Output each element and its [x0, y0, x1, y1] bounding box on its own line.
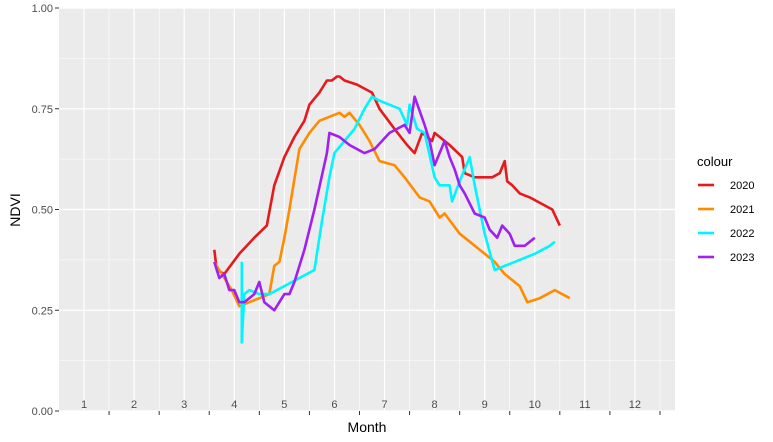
series-line-2022 [240, 95, 556, 344]
y-tick-label-1.00: 1.00 [32, 3, 53, 15]
legend-label-2022: 2022 [730, 228, 754, 240]
x-tick-label-10: 10 [529, 399, 541, 411]
x-axis-title: Month [348, 419, 387, 435]
x-tick-label-8: 8 [432, 399, 438, 411]
x-tick-label-4: 4 [231, 399, 237, 411]
legend: colour 2020 2021 2022 2023 [697, 154, 754, 266]
x-tick-label-11: 11 [579, 399, 590, 411]
legend-label-2023: 2023 [730, 252, 754, 264]
x-tick-label-2: 2 [131, 399, 137, 411]
y-tick-label-0.75: 0.75 [32, 104, 53, 116]
series-lines [213, 75, 571, 344]
y-tick-label-0.25: 0.25 [32, 305, 53, 317]
x-tick-label-6: 6 [331, 399, 337, 411]
x-tick-label-9: 9 [482, 399, 488, 411]
x-tick-label-1: 1 [81, 399, 87, 411]
x-tick-label-3: 3 [181, 399, 187, 411]
x-tick-label-12: 12 [629, 399, 641, 411]
major-gridlines [59, 7, 675, 412]
y-axis-title: NDVI [7, 193, 23, 226]
series-line-2023 [213, 95, 536, 312]
x-tick-label-5: 5 [281, 399, 287, 411]
legend-title: colour [697, 154, 733, 169]
legend-label-2021: 2021 [730, 204, 754, 216]
y-axis-ticks: 0.00 0.25 0.50 0.75 1.00 [32, 3, 59, 418]
legend-label-2020: 2020 [730, 180, 754, 192]
y-tick-label-0.00: 0.00 [32, 406, 53, 418]
y-tick-label-0.50: 0.50 [32, 205, 53, 217]
x-tick-label-7: 7 [381, 399, 387, 411]
x-axis-ticks: 1 2 3 4 5 6 7 8 9 10 11 12 [81, 399, 661, 415]
